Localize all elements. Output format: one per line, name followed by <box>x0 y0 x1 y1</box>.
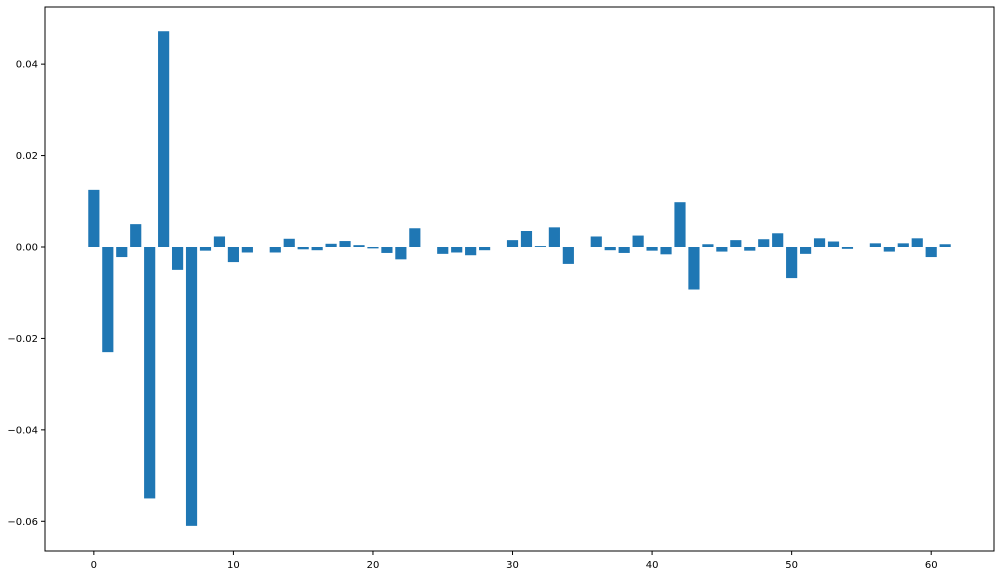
bar-21 <box>381 247 393 253</box>
bar-5 <box>158 31 170 247</box>
y-axis: −0.06 −0.04 −0.02 0.00 0.02 0.04 <box>7 60 45 528</box>
bar-56 <box>869 243 881 247</box>
bar-43 <box>688 247 700 290</box>
bar-27 <box>465 247 477 256</box>
bar-52 <box>813 238 826 247</box>
y-tick-label: 0.04 <box>16 60 38 71</box>
bar-10 <box>227 247 239 263</box>
bar-42 <box>674 202 686 247</box>
x-tick-label: 50 <box>785 560 798 571</box>
x-tick-label: 10 <box>227 560 240 571</box>
bar-31 <box>520 231 533 247</box>
bar-0 <box>88 189 100 247</box>
bar-14 <box>283 238 295 247</box>
bar-36 <box>590 236 602 247</box>
bar-23 <box>409 228 421 247</box>
bar-37 <box>604 247 616 251</box>
bar-39 <box>632 235 644 247</box>
bar-54 <box>841 247 854 249</box>
bar-26 <box>451 247 463 253</box>
bar-38 <box>618 247 630 253</box>
bar-11 <box>241 247 253 253</box>
bar-53 <box>827 241 840 247</box>
bar-15 <box>297 247 309 250</box>
bar-33 <box>548 227 560 247</box>
bar-32 <box>534 246 547 247</box>
bar-2 <box>116 247 128 258</box>
bar-22 <box>395 247 407 260</box>
bar-47 <box>744 247 756 251</box>
y-tick-label: 0.02 <box>16 151 38 162</box>
bar-13 <box>269 247 281 253</box>
bar-3 <box>130 224 142 247</box>
bar-45 <box>716 247 728 252</box>
bar-8 <box>199 247 212 251</box>
x-axis: 0 10 20 30 40 50 60 <box>91 551 938 571</box>
bar-9 <box>213 236 226 247</box>
bar-1 <box>102 247 114 353</box>
bar-6 <box>171 247 184 270</box>
bar-48 <box>758 239 770 247</box>
bar-49 <box>772 233 784 247</box>
bar-20 <box>367 247 379 249</box>
x-tick-label: 60 <box>925 560 938 571</box>
bar-19 <box>353 245 365 247</box>
y-tick-label: 0.00 <box>16 243 38 254</box>
bar-17 <box>325 243 337 247</box>
bar-30 <box>506 240 519 247</box>
bar-7 <box>185 247 198 526</box>
bar-61 <box>939 244 951 247</box>
bar-57 <box>883 247 895 252</box>
bar-50 <box>786 247 798 279</box>
bars-group <box>88 31 951 526</box>
bar-16 <box>311 247 323 251</box>
bar-40 <box>646 247 658 251</box>
bar-41 <box>660 247 672 255</box>
x-tick-label: 0 <box>91 560 97 571</box>
plot-frame <box>44 6 995 552</box>
x-tick-label: 30 <box>506 560 519 571</box>
x-tick-label: 20 <box>367 560 380 571</box>
bar-60 <box>925 247 937 258</box>
bar-28 <box>479 247 491 251</box>
bar-44 <box>702 244 714 247</box>
bar-34 <box>562 247 574 264</box>
y-tick-label: −0.06 <box>7 517 38 528</box>
bar-4 <box>144 247 156 499</box>
bar-58 <box>897 243 909 247</box>
y-tick-label: −0.02 <box>7 334 38 345</box>
bar-51 <box>800 247 812 254</box>
bar-59 <box>911 238 923 247</box>
bar-18 <box>339 241 351 247</box>
y-tick-label: −0.04 <box>7 425 38 436</box>
bar-25 <box>437 247 449 254</box>
x-tick-label: 40 <box>646 560 659 571</box>
bar-46 <box>730 240 742 247</box>
